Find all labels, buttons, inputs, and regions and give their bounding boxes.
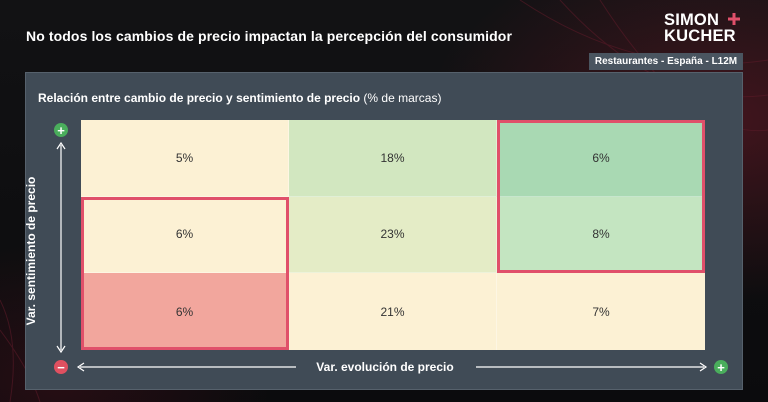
heatmap-grid: 5% 18% 6% 6% 23% 8% 6% 21% 7% (81, 120, 705, 350)
y-axis-label: Var. sentimiento de precio (24, 176, 38, 326)
x-axis-label: Var. evolución de precio (316, 360, 454, 374)
heatmap-cell: 18% (289, 120, 497, 197)
heatmap-cell: 8% (497, 196, 705, 274)
x-axis-arrow (76, 362, 708, 372)
y-axis-arrow (56, 141, 66, 354)
chart-title: Relación entre cambio de precio y sentim… (38, 91, 441, 105)
chart-title-unit: (% de marcas) (360, 91, 442, 105)
scope-badge: Restaurantes - España - L12M (589, 53, 743, 70)
heatmap-cell: 6% (81, 196, 289, 274)
page-title: No todos los cambios de precio impactan … (26, 28, 513, 44)
heatmap-cell: 5% (81, 120, 289, 197)
logo-cross-icon (728, 13, 740, 25)
heatmap-cell: 6% (81, 273, 289, 350)
heatmap-cell: 21% (289, 273, 497, 350)
logo-text-line1: SIMON (664, 11, 720, 29)
heatmap-cell: 23% (289, 196, 497, 274)
heatmap-cell: 6% (497, 120, 705, 197)
plus-icon: + (714, 360, 728, 374)
logo-text-line2: KUCHER (664, 27, 736, 45)
plus-icon: + (54, 123, 68, 137)
company-logo: SIMON KUCHER (664, 12, 750, 46)
heatmap-cell: 7% (497, 273, 705, 350)
minus-icon: − (54, 360, 68, 374)
chart-title-bold: Relación entre cambio de precio y sentim… (38, 91, 361, 105)
